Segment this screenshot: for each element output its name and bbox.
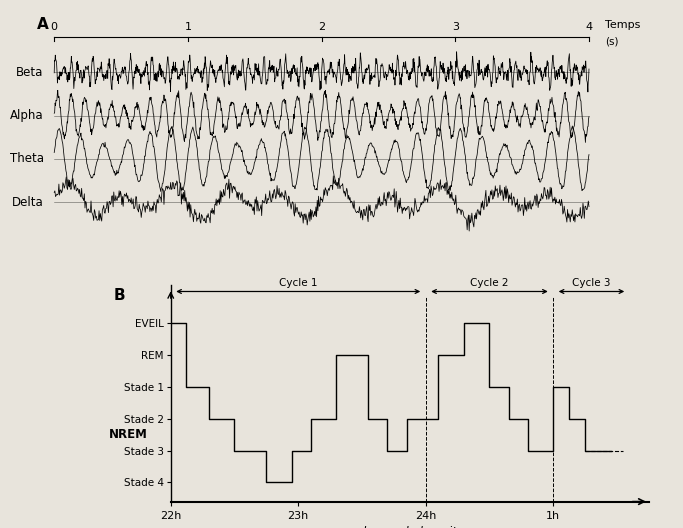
Text: 0: 0 xyxy=(51,22,57,32)
Text: 1: 1 xyxy=(184,22,191,32)
X-axis label: heure de la nuit: heure de la nuit xyxy=(363,526,457,528)
Text: Cycle 2: Cycle 2 xyxy=(470,278,509,288)
Text: Delta: Delta xyxy=(12,196,44,209)
Text: Cycle 3: Cycle 3 xyxy=(572,278,611,288)
Text: 2: 2 xyxy=(318,22,325,32)
Text: 4: 4 xyxy=(585,22,593,32)
Text: B: B xyxy=(113,288,125,303)
Text: Alpha: Alpha xyxy=(10,109,44,122)
Text: Cycle 1: Cycle 1 xyxy=(279,278,318,288)
Text: 3: 3 xyxy=(451,22,459,32)
Text: Temps: Temps xyxy=(605,20,641,30)
Text: A: A xyxy=(37,17,48,32)
Text: Beta: Beta xyxy=(16,66,44,79)
Text: (s): (s) xyxy=(605,36,619,46)
Text: Theta: Theta xyxy=(10,153,44,165)
Text: NREM: NREM xyxy=(109,428,148,441)
